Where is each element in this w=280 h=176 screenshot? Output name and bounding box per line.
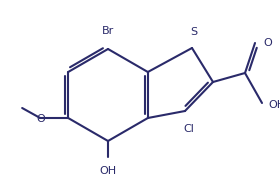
Text: OH: OH xyxy=(268,100,280,110)
Text: S: S xyxy=(190,27,198,37)
Text: Cl: Cl xyxy=(184,124,194,134)
Text: OH: OH xyxy=(99,166,116,176)
Text: Br: Br xyxy=(102,26,114,36)
Text: O: O xyxy=(37,114,46,124)
Text: O: O xyxy=(263,38,272,48)
